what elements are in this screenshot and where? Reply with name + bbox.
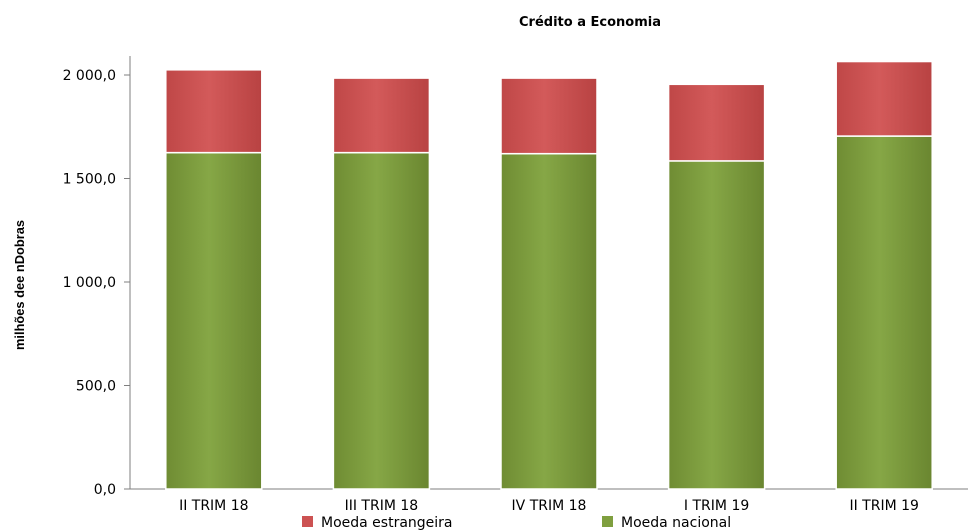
legend-swatch bbox=[602, 516, 613, 527]
x-tick-label: IV TRIM 18 bbox=[512, 498, 587, 514]
chart-title: Crédito a Economia bbox=[519, 15, 661, 30]
y-axis-label: milhões dee nDobras bbox=[12, 220, 27, 350]
y-tick-label: 1 500,0 bbox=[63, 172, 116, 188]
y-tick-label: 0,0 bbox=[94, 482, 116, 498]
legend-label: Moeda estrangeira bbox=[321, 515, 453, 531]
bar-moeda-nacional bbox=[165, 151, 263, 490]
x-tick-label: I TRIM 19 bbox=[684, 498, 749, 514]
y-tick-label: 2 000,0 bbox=[63, 68, 116, 84]
bar-moeda-estrangeira bbox=[332, 77, 431, 154]
y-tick-label: 1 000,0 bbox=[63, 275, 116, 291]
bar-moeda-estrangeira bbox=[835, 60, 933, 137]
x-tick-label: II TRIM 18 bbox=[179, 498, 248, 514]
y-tick-label: 500,0 bbox=[76, 379, 116, 395]
bars bbox=[165, 60, 933, 490]
bar-moeda-nacional bbox=[332, 151, 431, 490]
bar-moeda-estrangeira bbox=[500, 77, 598, 155]
legend-swatch bbox=[302, 516, 313, 527]
x-tick-label: II TRIM 19 bbox=[849, 498, 918, 514]
legend-label: Moeda nacional bbox=[621, 515, 731, 531]
bar-moeda-nacional bbox=[835, 135, 933, 490]
bar-moeda-nacional bbox=[667, 160, 766, 490]
x-tick-label: III TRIM 18 bbox=[345, 498, 419, 514]
bar-moeda-estrangeira bbox=[667, 83, 766, 162]
bar-moeda-estrangeira bbox=[165, 69, 263, 154]
bar-moeda-nacional bbox=[500, 152, 598, 490]
legend: Moeda estrangeira Moeda nacional bbox=[302, 515, 731, 531]
x-tick-labels: II TRIM 18 III TRIM 18 IV TRIM 18 I TRIM 19… bbox=[179, 498, 919, 514]
y-ticks: 0,0 500,0 1 000,0 1 500,0 2 000,0 bbox=[63, 68, 130, 498]
